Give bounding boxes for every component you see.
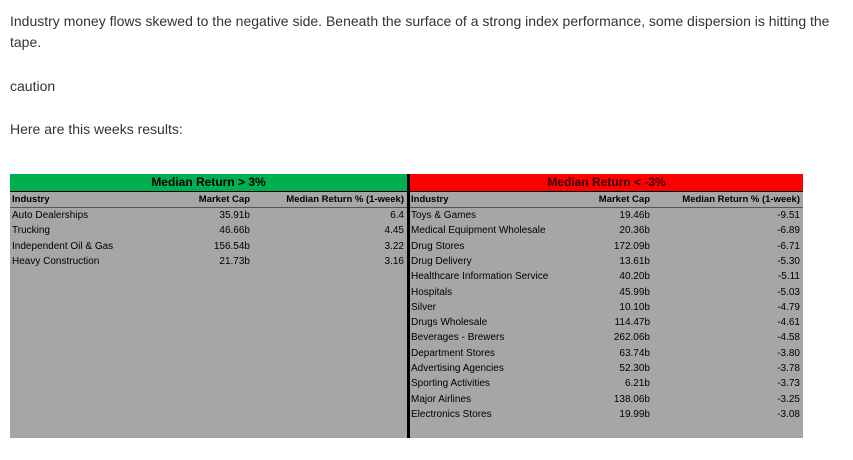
median-return-cell: -5.11 [777,271,800,283]
market-cap-cell: 156.54b [213,240,250,252]
market-cap-cell: 172.09b [613,240,650,252]
table-row: Department Stores 63.74b -3.80 [410,346,803,361]
table-row: Medical Equipment Wholesale 20.36b -6.89 [410,223,803,238]
market-cap-cell: 10.10b [619,301,650,313]
industry-cell: Drug Delivery [411,255,472,267]
industry-cell: Major Airlines [411,393,472,405]
header-median-return: Median Return % (1-week) [286,194,404,205]
industry-cell: Independent Oil & Gas [12,240,114,252]
median-return-cell: -4.79 [777,301,800,313]
market-cap-cell: 20.36b [619,225,650,237]
market-cap-cell: 19.46b [619,210,650,221]
market-cap-cell: 40.20b [619,271,650,283]
positive-header-row: Industry Market Cap Median Return % (1-w… [10,193,407,208]
market-cap-cell: 138.06b [613,393,650,405]
market-cap-cell: 19.99b [619,408,650,420]
table-row: Beverages - Brewers 262.06b -4.58 [410,330,803,345]
median-return-cell: -4.61 [777,317,800,329]
results-table-image: Median Return > 3% Industry Market Cap M… [10,174,803,438]
table-row: Electronics Stores 19.99b -3.08 [410,407,803,422]
industry-cell: Sporting Activities [411,378,490,390]
median-return-cell: -5.03 [777,286,800,298]
negative-returns-table: Median Return < -3% Industry Market Cap … [410,174,803,438]
table-row: Advertising Agencies 52.30b -3.78 [410,361,803,376]
industry-cell: Beverages - Brewers [411,332,505,344]
median-return-cell: 3.16 [384,255,404,267]
intro-paragraph: Industry money flows skewed to the negat… [10,13,830,50]
negative-header-row: Industry Market Cap Median Return % (1-w… [410,193,803,208]
table-row: Independent Oil & Gas 156.54b 3.22 [10,239,407,254]
table-row: Drugs Wholesale 114.47b -4.61 [410,315,803,330]
table-row: Healthcare Information Service 40.20b -5.1… [410,269,803,284]
table-row: Major Airlines 138.06b -3.25 [410,392,803,407]
industry-cell: Trucking [12,225,50,237]
median-return-cell: 3.22 [384,240,404,252]
market-cap-cell: 46.66b [219,225,250,237]
median-return-cell: -6.71 [777,240,800,252]
median-return-cell: -3.80 [777,347,800,359]
table-row: Silver 10.10b -4.79 [410,300,803,315]
median-return-cell: -4.58 [777,332,800,344]
market-cap-cell: 21.73b [219,255,250,267]
positive-returns-table: Median Return > 3% Industry Market Cap M… [10,174,407,438]
table-row: Toys & Games 19.46b -9.51 [410,208,803,223]
market-cap-cell: 6.21b [624,378,650,390]
table-row: Sporting Activities 6.21b -3.73 [410,376,803,391]
median-return-cell: -6.89 [777,225,800,237]
caution-text: caution [10,78,56,94]
industry-cell: Drug Stores [411,240,465,252]
table-row: Hospitals 45.99b -5.03 [410,285,803,300]
market-cap-cell: 35.91b [219,210,250,221]
market-cap-cell: 45.99b [619,286,650,298]
header-market-cap: Market Cap [598,194,650,205]
industry-cell: Drugs Wholesale [411,317,488,329]
industry-cell: Heavy Construction [12,255,100,267]
table-row: Auto Dealerships 35.91b 6.4 [10,208,407,223]
industry-cell: Electronics Stores [411,408,492,420]
market-cap-cell: 262.06b [613,332,650,344]
table-row: Drug Stores 172.09b -6.71 [410,239,803,254]
industry-cell: Silver [411,301,437,313]
median-return-cell: 4.45 [384,225,404,237]
median-return-cell: -3.73 [777,378,800,390]
industry-cell: Medical Equipment Wholesale [411,225,546,237]
industry-cell: Toys & Games [411,210,477,221]
market-cap-cell: 114.47b [614,317,650,329]
market-cap-cell: 13.61b [619,255,650,267]
median-return-cell: -5.30 [777,255,800,267]
median-return-cell: -3.08 [777,408,800,420]
industry-cell: Department Stores [411,347,495,359]
table-divider [407,174,410,438]
median-return-cell: -3.25 [777,393,800,405]
header-median-return: Median Return % (1-week) [682,194,800,205]
median-return-cell: -3.78 [777,363,800,374]
median-return-cell: -9.51 [777,210,800,221]
header-industry: Industry [411,194,449,205]
header-industry: Industry [12,194,50,205]
header-market-cap: Market Cap [198,194,250,205]
positive-banner: Median Return > 3% [10,174,407,192]
market-cap-cell: 63.74b [619,347,650,359]
table-row: Trucking 46.66b 4.45 [10,223,407,238]
industry-cell: Advertising Agencies [411,363,504,374]
negative-banner: Median Return < -3% [410,174,803,192]
market-cap-cell: 52.30b [619,363,650,374]
industry-cell: Auto Dealerships [12,210,89,221]
table-row: Heavy Construction 21.73b 3.16 [10,254,407,269]
median-return-cell: 6.4 [390,210,404,221]
table-row: Drug Delivery 13.61b -5.30 [410,254,803,269]
results-intro-text: Here are this weeks results: [10,121,183,137]
industry-cell: Hospitals [411,286,453,298]
industry-cell: Healthcare Information Service [411,271,549,283]
